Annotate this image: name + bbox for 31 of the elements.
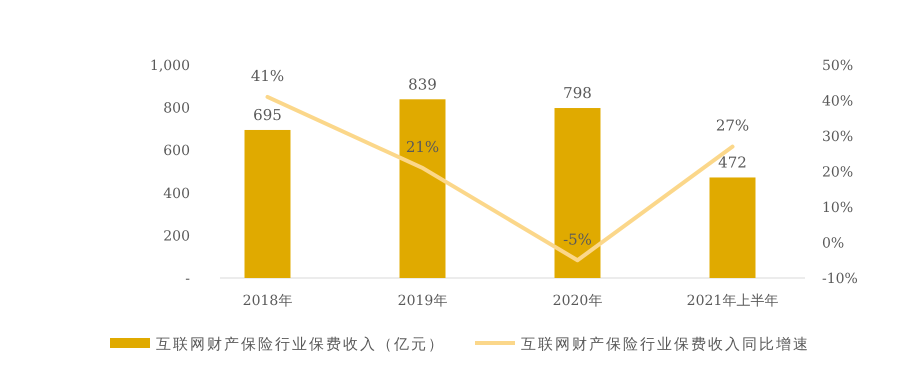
data-label: 472: [718, 153, 747, 172]
bar: [400, 99, 446, 278]
data-label: 839: [408, 75, 437, 94]
y2-tick-label: 30%: [822, 129, 854, 145]
data-label: 798: [563, 84, 592, 102]
data-label: 695: [253, 106, 282, 124]
y-tick-label: 400: [163, 186, 190, 202]
y-tick-label: 600: [163, 143, 190, 160]
y2-tick-label: 20%: [822, 164, 854, 180]
y-tick-label: 200: [163, 228, 190, 244]
data-label: 41%: [250, 66, 284, 85]
y-tick-label: 1,000: [150, 58, 190, 74]
y-tick-label: -: [185, 271, 190, 287]
y-tick-label: 800: [163, 100, 190, 117]
x-tick-label: 2018年: [242, 293, 292, 309]
data-label: 27%: [716, 116, 750, 135]
y2-tick-label: 50%: [822, 58, 854, 74]
bar: [710, 177, 756, 278]
x-tick-label: 2020年: [552, 293, 602, 309]
x-tick-label: 2019年: [398, 293, 448, 309]
bar: [554, 108, 600, 278]
y2-tick-label: -10%: [822, 271, 858, 287]
y2-tick-label: 40%: [822, 94, 854, 110]
x-tick-label: 2021年上半年: [686, 293, 778, 309]
y2-tick-label: 10%: [822, 200, 854, 216]
bar: [244, 130, 290, 278]
data-label: -5%: [563, 230, 592, 248]
data-label: 21%: [406, 138, 440, 156]
y2-tick-label: 0%: [822, 236, 844, 252]
legend-label: 互联网财产保险行业保费收入（亿元）: [156, 335, 445, 353]
legend-label: 互联网财产保险行业保费收入同比增速: [521, 335, 810, 353]
